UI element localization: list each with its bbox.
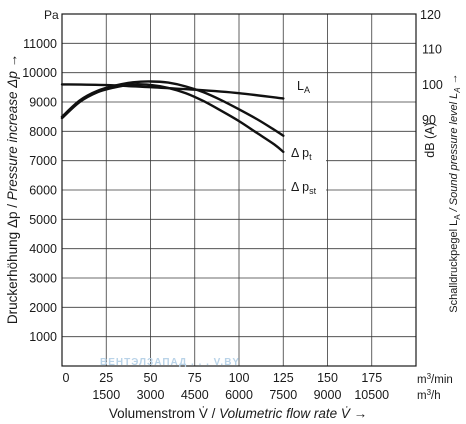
series-line-dpst: [60, 83, 285, 154]
left-axis-ticks: 1000 2000 3000 4000 5000 6000 7000 8000 9000 1000…: [22, 37, 57, 344]
right-axis-title: Schalldruckpegel LA / Sound pressure lev…: [448, 73, 462, 312]
x-secondary-tick-label: 6000: [225, 388, 253, 402]
watermark: ВЕНТЭЛЗАПАД . . . V.BY: [100, 357, 240, 368]
x-tick-label: 150: [317, 371, 338, 385]
series-label-dpt: Δ pt: [286, 142, 326, 164]
svg-text:Δ pt: Δ pt: [291, 146, 312, 162]
left-tick-label: 5000: [29, 213, 57, 227]
left-tick-label: 11000: [23, 37, 57, 51]
x-unit-secondary-sup: 3: [427, 388, 432, 397]
plot-frame: [61, 13, 417, 367]
x-axis-ticks: 0 25 1500 50 3000 75 4500 100 6000 125 7500 150 9000…: [63, 371, 390, 402]
right-tick-label: 100: [422, 78, 443, 92]
right-axis-unit: dB (A): [423, 122, 437, 157]
x-secondary-tick-label: 4500: [181, 388, 209, 402]
x-secondary-tick-label: 9000: [314, 388, 342, 402]
series-line-dpt: [60, 80, 285, 137]
x-tick-label: 25: [99, 371, 113, 385]
x-unit-primary: m3/min: [417, 372, 453, 386]
x-secondary-tick-label: 1500: [92, 388, 120, 402]
left-tick-label: 7000: [29, 154, 57, 168]
series-label-la: LA: [291, 74, 317, 96]
right-tick-label: 90: [422, 113, 436, 127]
left-tick-label: 1000: [29, 330, 57, 344]
x-tick-label: 175: [361, 371, 382, 385]
right-tick-label: 110: [422, 43, 442, 57]
x-axis-title: Volumenstrom V̇ / Volumetric flow rate V…: [109, 406, 367, 421]
x-tick-label: 0: [63, 371, 70, 385]
left-tick-label: 9000: [29, 96, 57, 110]
svg-text:LA: LA: [297, 79, 310, 95]
left-axis-unit: Pa: [44, 8, 59, 22]
x-unit-primary-sup: 3: [427, 372, 432, 381]
x-secondary-tick-label: 10500: [354, 388, 389, 402]
left-tick-label: 2000: [29, 301, 57, 315]
left-axis-title: Druckerhöhung Δp / Pressure increase Δp …: [5, 54, 20, 324]
left-tick-label: 8000: [29, 125, 57, 139]
left-tick-label: 6000: [29, 184, 57, 198]
series-label-dpst: Δ pst: [286, 176, 326, 198]
x-unit-secondary: m3/h: [417, 388, 441, 402]
right-axis-ticks: 90 100 110: [422, 43, 443, 127]
series: [60, 80, 285, 154]
svg-text:Δ pst: Δ pst: [291, 180, 317, 196]
left-tick-label: 10000: [22, 66, 57, 80]
x-tick-label: 50: [144, 371, 158, 385]
x-tick-label: 125: [273, 371, 294, 385]
x-secondary-tick-label: 3000: [137, 388, 165, 402]
x-tick-label: 100: [229, 371, 250, 385]
x-tick-label: 75: [188, 371, 202, 385]
left-tick-label: 3000: [29, 272, 57, 286]
x-secondary-tick-label: 7500: [269, 388, 297, 402]
left-tick-label: 4000: [29, 242, 57, 256]
grid: [62, 14, 416, 366]
right-axis-top-tick: 120: [420, 8, 441, 22]
